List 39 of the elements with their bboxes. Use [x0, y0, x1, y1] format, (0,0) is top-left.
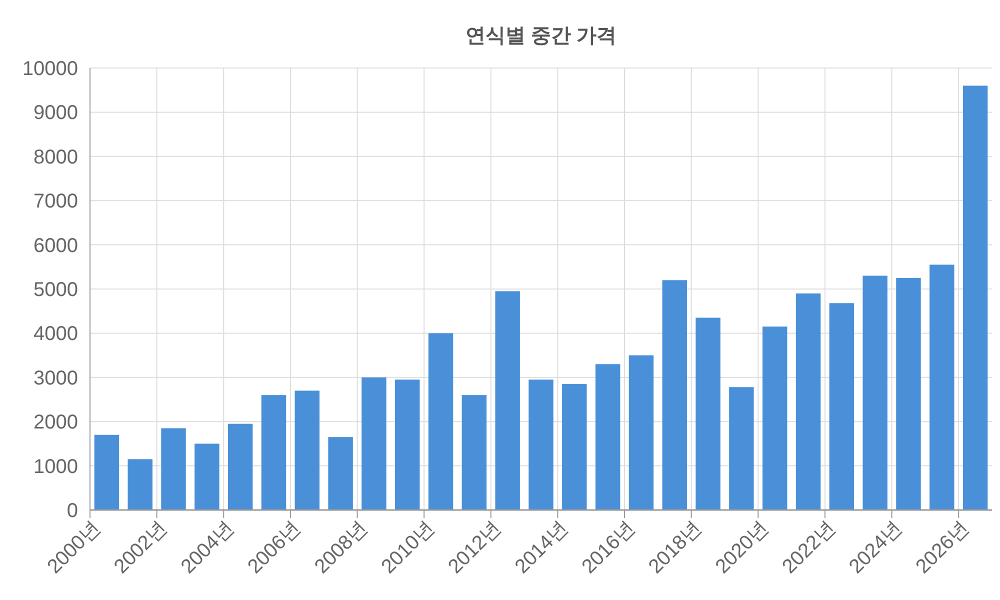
bar: [94, 434, 120, 510]
y-tick-label: 10000: [22, 58, 78, 80]
bar: [829, 303, 854, 510]
bar: [628, 355, 654, 510]
chart-title: 연식별 중간 가격: [465, 25, 617, 47]
bar: [595, 364, 620, 510]
bar: [228, 424, 253, 510]
bar: [495, 291, 520, 510]
bar: [562, 384, 587, 510]
y-tick-label: 5000: [34, 279, 78, 301]
y-tick-label: 8000: [34, 146, 78, 168]
y-tick-label: 4000: [34, 323, 78, 346]
bar: [161, 428, 186, 510]
bar: [962, 86, 988, 510]
y-tick-label: 0: [66, 500, 78, 522]
bar: [294, 390, 320, 510]
bar: [261, 395, 286, 510]
bar: [362, 377, 386, 510]
bar: [328, 437, 353, 510]
bar: [662, 280, 687, 510]
y-tick-label: 1000: [34, 456, 78, 478]
y-tick-label: 9000: [34, 102, 78, 124]
bar: [395, 380, 420, 510]
bar: [729, 387, 754, 510]
bar: [128, 459, 152, 510]
bar: [696, 318, 720, 510]
y-tick-label: 3000: [34, 367, 78, 390]
y-tick-label: 2000: [34, 412, 78, 434]
y-tick-label: 6000: [34, 234, 78, 257]
bar: [762, 326, 788, 510]
bar: [528, 380, 554, 510]
bar: [428, 333, 454, 510]
bar: [194, 444, 220, 510]
bar: [462, 395, 487, 510]
bar: [930, 264, 954, 510]
y-tick-label: 7000: [34, 190, 78, 213]
bar: [796, 293, 821, 510]
bar: [896, 278, 921, 510]
bar: [862, 276, 888, 510]
